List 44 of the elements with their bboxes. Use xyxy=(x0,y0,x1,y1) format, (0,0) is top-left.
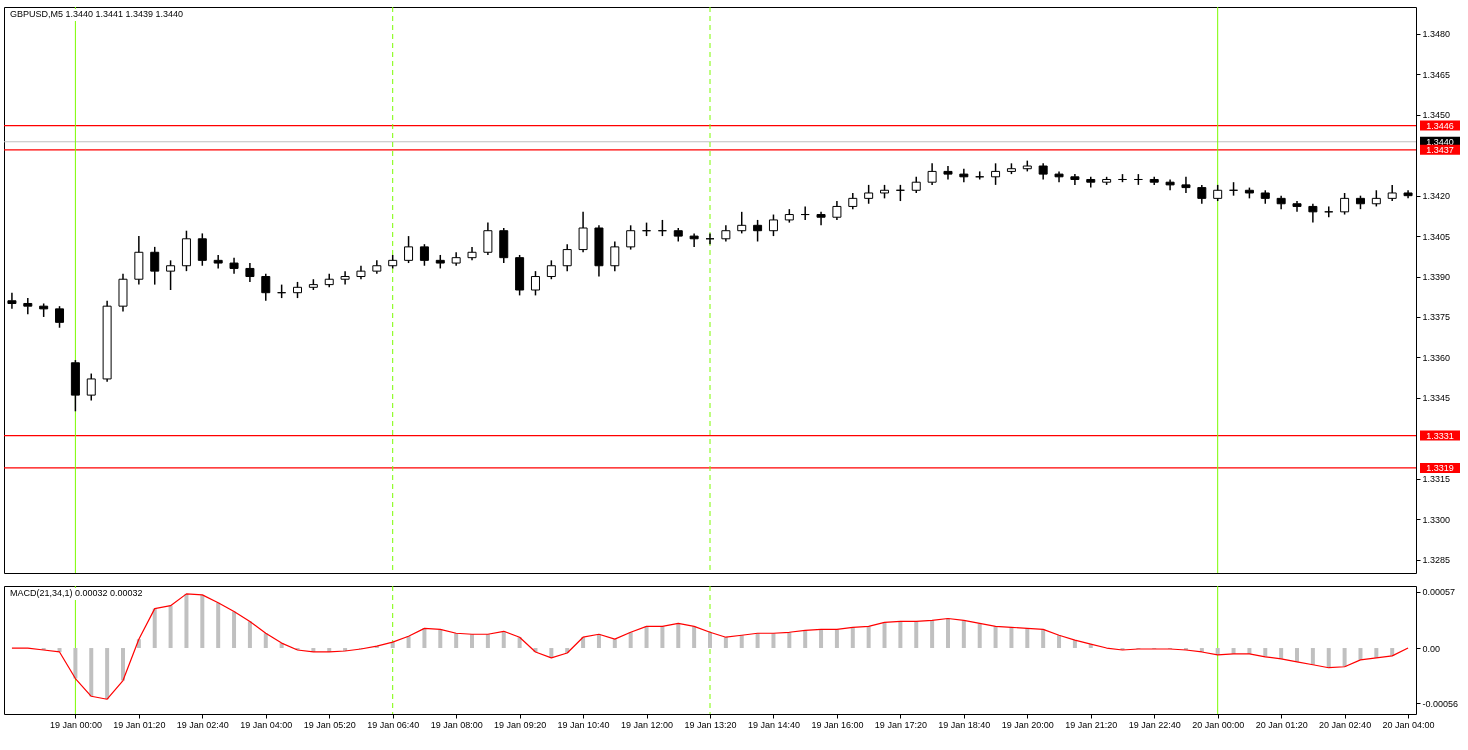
x-tick-label: 19 Jan 13:20 xyxy=(684,719,737,730)
y-tick-label: 0.00057 xyxy=(1422,587,1456,598)
x-tick-label: 19 Jan 12:00 xyxy=(621,719,674,730)
y-tick-label: 1.3480 xyxy=(1422,29,1451,40)
x-tick-label: 20 Jan 02:40 xyxy=(1319,719,1372,730)
x-tick-label: 19 Jan 21:20 xyxy=(1065,719,1118,730)
x-tick-label: 19 Jan 05:20 xyxy=(303,719,356,730)
x-tick-label: 19 Jan 17:20 xyxy=(874,719,927,730)
y-tick-label: 1.3420 xyxy=(1422,191,1451,202)
ref-line-label: 1.3446 xyxy=(1426,120,1454,131)
y-tick-label: 1.3315 xyxy=(1422,474,1451,485)
x-tick-label: 19 Jan 06:40 xyxy=(367,719,420,730)
x-tick-label: 19 Jan 14:40 xyxy=(747,719,800,730)
x-tick-label: 19 Jan 10:40 xyxy=(557,719,610,730)
chart-title: MACD(21,34,1) 0.00032 0.00032 xyxy=(10,588,143,598)
y-tick-label: 1.3390 xyxy=(1422,272,1451,283)
x-tick-label: 19 Jan 08:00 xyxy=(430,719,483,730)
ref-line-label: 1.3331 xyxy=(1426,430,1454,441)
ref-line-label: 1.3319 xyxy=(1426,462,1454,473)
y-tick-label: 1.3300 xyxy=(1422,514,1451,525)
x-tick-label: 19 Jan 18:40 xyxy=(938,719,991,730)
ref-line-label: 1.3437 xyxy=(1426,144,1454,155)
x-tick-label: 19 Jan 20:00 xyxy=(1001,719,1054,730)
x-tick-label: 20 Jan 01:20 xyxy=(1255,719,1308,730)
ref-line-label: 1.3440 xyxy=(1426,136,1454,147)
x-tick-label: 19 Jan 22:40 xyxy=(1128,719,1181,730)
x-tick-label: 19 Jan 01:20 xyxy=(113,719,166,730)
y-tick-label: 1.3285 xyxy=(1422,555,1451,566)
x-tick-label: 19 Jan 09:20 xyxy=(494,719,547,730)
x-tick-label: 20 Jan 04:00 xyxy=(1382,719,1435,730)
x-tick-label: 19 Jan 00:00 xyxy=(49,719,102,730)
y-tick-label: 1.3405 xyxy=(1422,231,1451,242)
y-tick-label: 1.3345 xyxy=(1422,393,1451,404)
y-tick-label: 0.00 xyxy=(1422,643,1441,654)
x-tick-label: 19 Jan 04:00 xyxy=(240,719,293,730)
x-tick-label: 19 Jan 16:00 xyxy=(811,719,864,730)
y-tick-label: -0.00056 xyxy=(1422,698,1459,709)
y-tick-label: 1.3360 xyxy=(1422,352,1451,363)
y-tick-label: 1.3465 xyxy=(1422,69,1451,80)
y-tick-label: 1.3450 xyxy=(1422,110,1451,121)
chart-title: GBPUSD,M5 1.3440 1.3441 1.3439 1.3440 xyxy=(10,9,184,19)
x-tick-label: 19 Jan 02:40 xyxy=(176,719,229,730)
x-tick-label: 20 Jan 00:00 xyxy=(1192,719,1245,730)
y-tick-label: 1.3375 xyxy=(1422,312,1451,323)
